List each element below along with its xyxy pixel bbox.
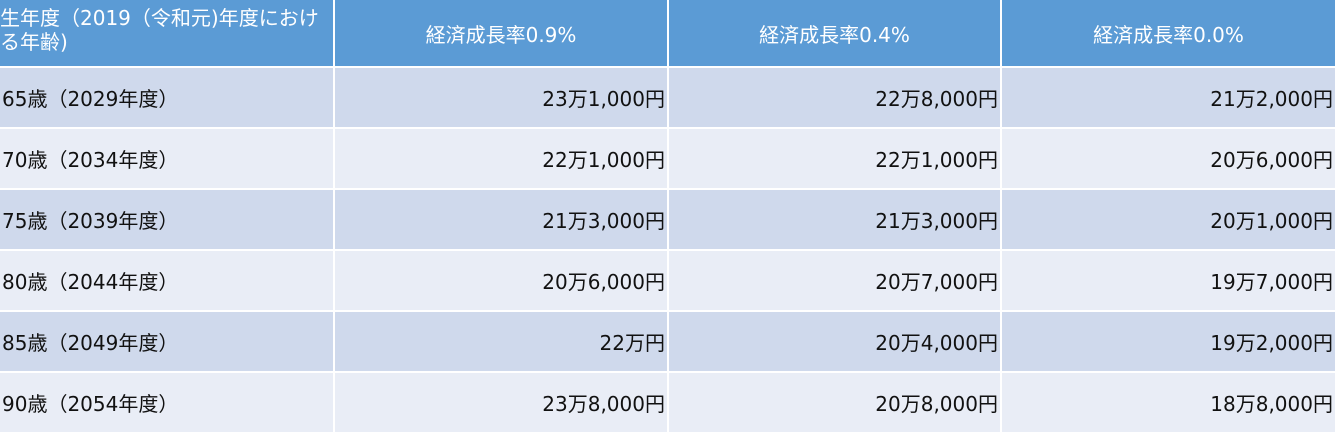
row-label: 90歳（2054年度） [0,373,333,432]
amount-cell: 20万1,000円 [1002,190,1335,249]
amount-cell: 22万円 [335,312,667,371]
header-cell: 生年度（2019（令和元)年度における年齢) [0,0,333,66]
row-label: 85歳（2049年度） [0,312,333,371]
amount-cell: 21万3,000円 [335,190,667,249]
amount-cell: 21万2,000円 [1002,68,1335,127]
amount-cell: 20万8,000円 [669,373,1000,432]
header-cell: 経済成長率0.0% [1002,0,1335,66]
amount-cell: 23万8,000円 [335,373,667,432]
header-cell: 経済成長率0.9% [335,0,667,66]
row-label: 80歳（2044年度） [0,251,333,310]
amount-cell: 19万2,000円 [1002,312,1335,371]
amount-cell: 20万6,000円 [1002,129,1335,188]
row-label: 70歳（2034年度） [0,129,333,188]
amount-cell: 20万4,000円 [669,312,1000,371]
row-label: 65歳（2029年度） [0,68,333,127]
amount-cell: 20万7,000円 [669,251,1000,310]
amount-cell: 20万6,000円 [335,251,667,310]
amount-cell: 19万7,000円 [1002,251,1335,310]
amount-cell: 18万8,000円 [1002,373,1335,432]
amount-cell: 22万1,000円 [669,129,1000,188]
amount-cell: 23万1,000円 [335,68,667,127]
row-label: 75歳（2039年度） [0,190,333,249]
amount-cell: 22万1,000円 [335,129,667,188]
amount-cell: 22万8,000円 [669,68,1000,127]
amount-cell: 21万3,000円 [669,190,1000,249]
header-cell: 経済成長率0.4% [669,0,1000,66]
